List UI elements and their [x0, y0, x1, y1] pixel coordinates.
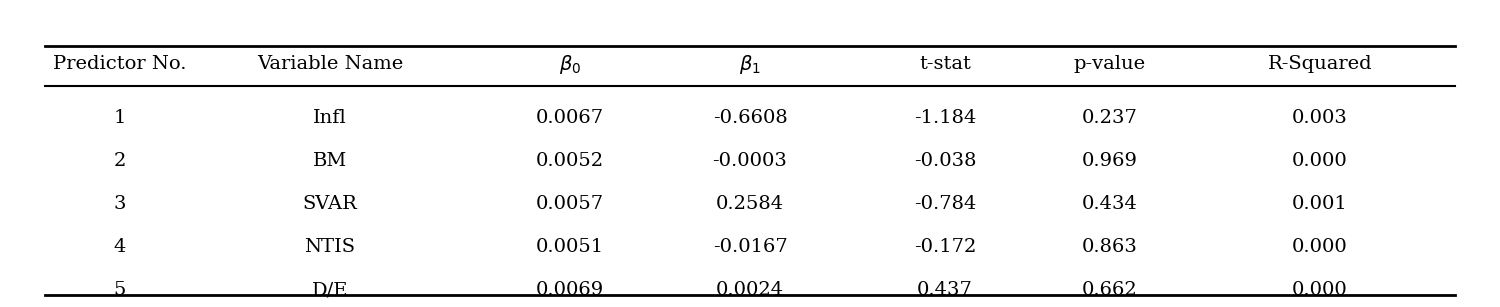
Text: 0.437: 0.437 [916, 281, 974, 299]
Text: 0.000: 0.000 [1292, 281, 1348, 299]
Text: 0.000: 0.000 [1292, 152, 1348, 170]
Text: -0.0003: -0.0003 [712, 152, 788, 170]
Text: 0.0069: 0.0069 [536, 281, 604, 299]
Text: 0.003: 0.003 [1292, 109, 1348, 127]
Text: BM: BM [314, 152, 346, 170]
Text: 0.001: 0.001 [1292, 195, 1348, 213]
Text: $\beta_0$: $\beta_0$ [560, 53, 580, 76]
Text: 1: 1 [114, 109, 126, 127]
Text: SVAR: SVAR [303, 195, 357, 213]
Text: 0.969: 0.969 [1082, 152, 1138, 170]
Text: 3: 3 [114, 195, 126, 213]
Text: R-Squared: R-Squared [1268, 56, 1372, 73]
Text: -0.038: -0.038 [914, 152, 976, 170]
Text: Infl: Infl [314, 109, 346, 127]
Text: -0.0167: -0.0167 [712, 238, 788, 256]
Text: 0.237: 0.237 [1082, 109, 1138, 127]
Text: D/E: D/E [312, 281, 348, 299]
Text: 0.0057: 0.0057 [536, 195, 604, 213]
Text: 5: 5 [114, 281, 126, 299]
Text: 2: 2 [114, 152, 126, 170]
Text: t-stat: t-stat [920, 56, 970, 73]
Text: -0.6608: -0.6608 [712, 109, 788, 127]
Text: $\beta_1$: $\beta_1$ [740, 53, 760, 76]
Text: p-value: p-value [1074, 56, 1146, 73]
Text: Variable Name: Variable Name [256, 56, 404, 73]
Text: Predictor No.: Predictor No. [54, 56, 186, 73]
Text: 0.863: 0.863 [1082, 238, 1138, 256]
Text: 0.2584: 0.2584 [716, 195, 784, 213]
Text: 0.0024: 0.0024 [716, 281, 784, 299]
Text: NTIS: NTIS [304, 238, 355, 256]
Text: -0.784: -0.784 [914, 195, 976, 213]
Text: 0.662: 0.662 [1082, 281, 1138, 299]
Text: 0.434: 0.434 [1082, 195, 1138, 213]
Text: 0.0052: 0.0052 [536, 152, 604, 170]
Text: 0.0067: 0.0067 [536, 109, 604, 127]
Text: -1.184: -1.184 [914, 109, 976, 127]
Text: 0.0051: 0.0051 [536, 238, 604, 256]
Text: 4: 4 [114, 238, 126, 256]
Text: 0.000: 0.000 [1292, 238, 1348, 256]
Text: -0.172: -0.172 [914, 238, 976, 256]
